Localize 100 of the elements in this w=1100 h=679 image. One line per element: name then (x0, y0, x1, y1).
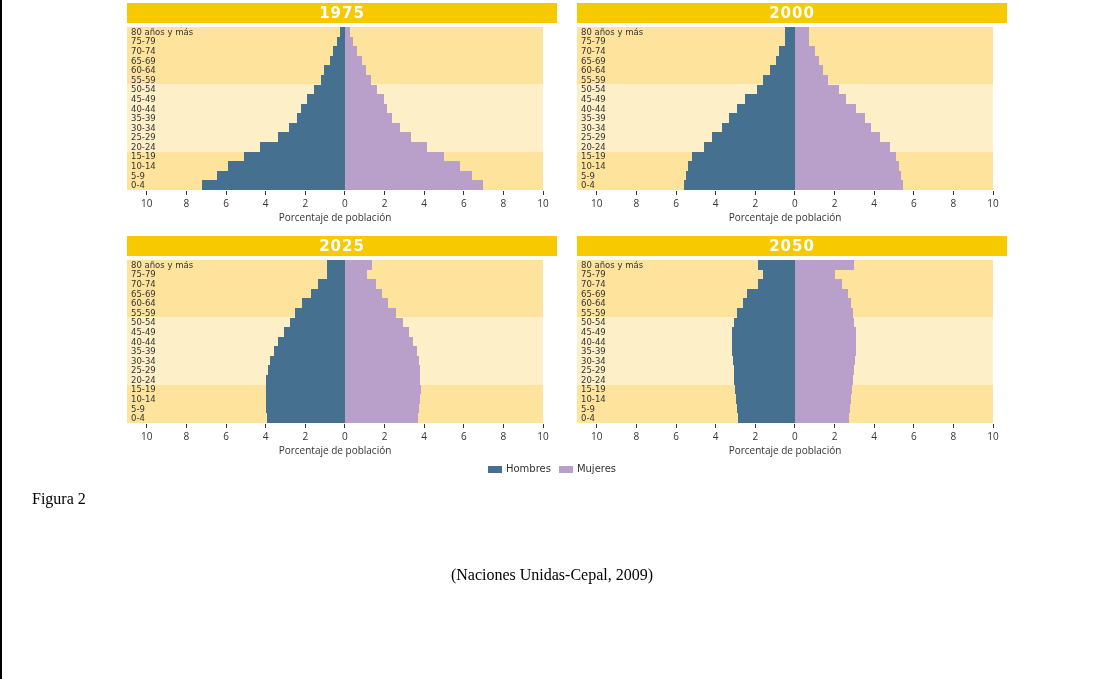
x-tick-label: 4 (262, 429, 269, 443)
y-tick-label: 15-19 (131, 151, 156, 161)
x-tick-label: 2 (381, 196, 388, 210)
y-tick-label: 60-64 (131, 298, 156, 308)
y-tick-label: 60-64 (581, 298, 606, 308)
x-tick-label: 0 (342, 196, 349, 210)
y-tick-label: 15-19 (131, 384, 156, 394)
y-tick-label: 65-69 (581, 56, 606, 66)
chart-title: 2050 (577, 236, 1007, 256)
y-tick-label: 10-14 (581, 161, 606, 171)
y-tick-label: 0-4 (131, 180, 145, 190)
y-tick-label: 65-69 (131, 289, 156, 299)
x-tick-label: 8 (500, 429, 507, 443)
y-tick-label: 75-79 (131, 269, 156, 279)
y-tick-label: 60-64 (131, 65, 156, 75)
y-tick-label: 60-64 (581, 65, 606, 75)
y-tick-label: 5-9 (581, 171, 595, 181)
x-tick-label: 8 (183, 196, 190, 210)
x-tick-label: 4 (421, 196, 428, 210)
x-axis-title: Porcentaje de población (728, 210, 842, 224)
x-tick-label: 6 (910, 196, 917, 210)
x-tick-label: 10 (141, 196, 153, 210)
y-tick-label: 70-74 (581, 279, 606, 289)
y-tick-label: 40-44 (581, 337, 606, 347)
x-tick-label: 10 (591, 429, 603, 443)
y-tick-label: 10-14 (131, 394, 156, 404)
x-tick-label: 6 (910, 429, 917, 443)
y-tick-label: 35-39 (581, 346, 606, 356)
y-tick-label: 15-19 (581, 384, 606, 394)
x-tick-label: 4 (871, 196, 878, 210)
y-tick-label: 30-34 (131, 356, 156, 366)
y-tick-label: 35-39 (581, 113, 606, 123)
x-tick-label: 2 (831, 429, 838, 443)
y-tick-label: 5-9 (131, 171, 145, 181)
x-tick-label: 0 (342, 429, 349, 443)
x-axis-title: Porcentaje de población (278, 443, 392, 457)
chart-title: 2000 (577, 3, 1007, 23)
x-tick-label: 10 (987, 196, 999, 210)
y-tick-label: 25-29 (581, 365, 606, 375)
y-tick-label: 40-44 (581, 104, 606, 114)
x-tick-label: 2 (752, 429, 759, 443)
y-tick-label: 45-49 (131, 94, 156, 104)
x-tick-label: 2 (752, 196, 759, 210)
x-tick-label: 8 (950, 429, 957, 443)
x-tick-label: 4 (421, 429, 428, 443)
y-tick-label: 50-54 (581, 317, 606, 327)
y-tick-label: 70-74 (131, 279, 156, 289)
x-tick-label: 6 (223, 196, 230, 210)
y-tick-label: 20-24 (581, 375, 606, 385)
y-tick-label: 80 años y más (581, 260, 644, 270)
x-tick-label: 8 (950, 196, 957, 210)
x-tick-label: 8 (633, 196, 640, 210)
legend-label: Mujeres (576, 463, 617, 474)
x-tick-label: 2 (302, 429, 309, 443)
y-tick-label: 0-4 (581, 180, 595, 190)
y-tick-label: 25-29 (581, 132, 606, 142)
y-tick-label: 0-4 (131, 413, 145, 423)
y-tick-label: 15-19 (581, 151, 606, 161)
y-tick-label: 0-4 (581, 413, 595, 423)
x-tick-label: 6 (673, 429, 680, 443)
y-tick-label: 35-39 (131, 346, 156, 356)
y-tick-label: 45-49 (581, 94, 606, 104)
y-tick-label: 75-79 (581, 269, 606, 279)
x-tick-label: 6 (223, 429, 230, 443)
x-tick-label: 4 (712, 196, 719, 210)
y-tick-label: 80 años y más (131, 260, 194, 270)
text: (Naciones Unidas-Cepal, 2009) (449, 566, 655, 584)
y-tick-label: 55-59 (131, 75, 156, 85)
y-tick-label: 35-39 (131, 113, 156, 123)
y-tick-label: 55-59 (581, 308, 606, 318)
y-tick-label: 50-54 (131, 84, 156, 94)
y-tick-label: 75-79 (581, 36, 606, 46)
x-tick-label: 10 (591, 196, 603, 210)
x-tick-label: 8 (633, 429, 640, 443)
x-tick-label: 4 (712, 429, 719, 443)
x-tick-label: 10 (537, 429, 549, 443)
x-tick-label: 4 (871, 429, 878, 443)
y-tick-label: 5-9 (581, 404, 595, 414)
y-tick-label: 20-24 (131, 375, 156, 385)
y-tick-label: 40-44 (131, 104, 156, 114)
x-tick-label: 8 (500, 196, 507, 210)
legend-label: Hombres (505, 463, 551, 474)
x-tick-label: 10 (987, 429, 999, 443)
chart-title: 2025 (127, 236, 557, 256)
x-tick-label: 6 (673, 196, 680, 210)
y-tick-label: 30-34 (131, 123, 156, 133)
x-tick-label: 2 (381, 429, 388, 443)
y-tick-label: 25-29 (131, 365, 156, 375)
y-tick-label: 65-69 (131, 56, 156, 66)
text: Figura 2 (32, 490, 86, 508)
x-tick-label: 0 (792, 429, 799, 443)
x-tick-label: 6 (460, 429, 467, 443)
y-tick-label: 80 años y más (131, 27, 194, 37)
y-tick-label: 50-54 (131, 317, 156, 327)
x-tick-label: 4 (262, 196, 269, 210)
y-tick-label: 30-34 (581, 356, 606, 366)
y-tick-label: 55-59 (131, 308, 156, 318)
y-tick-label: 80 años y más (581, 27, 644, 37)
x-tick-label: 10 (537, 196, 549, 210)
y-tick-label: 5-9 (131, 404, 145, 414)
